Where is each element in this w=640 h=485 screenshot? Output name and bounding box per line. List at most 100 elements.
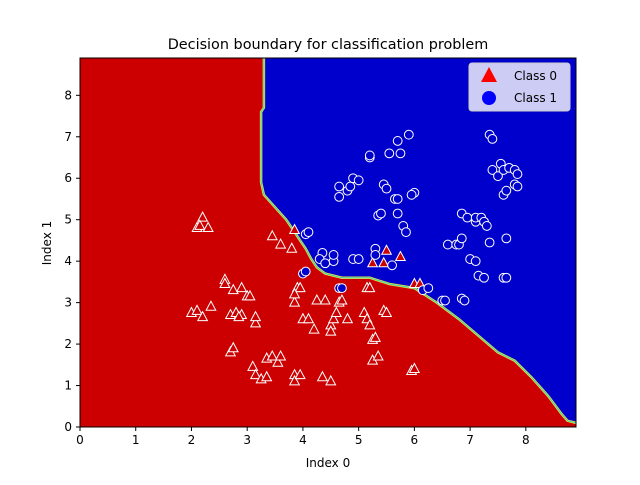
class-0-point [325, 325, 337, 336]
class-1-point [334, 181, 345, 192]
x-axis-label: Index 0 [306, 456, 350, 470]
class-1-point [353, 175, 364, 186]
class-0-point [319, 293, 331, 305]
decision-boundary-inner [260, 58, 577, 424]
legend-marker-class-1 [482, 91, 496, 105]
class-1-point [440, 295, 450, 306]
y-tick-label: 6 [64, 171, 72, 185]
chart-title: Decision boundary for classification pro… [168, 37, 489, 53]
class-0-point [205, 300, 217, 311]
class-1-point [392, 208, 403, 219]
class-1-point [423, 283, 434, 294]
class-0-point [369, 331, 382, 342]
class-0-point [244, 289, 256, 301]
class-1-point [442, 239, 453, 250]
class-1-point [462, 212, 473, 223]
class-0-point [288, 223, 301, 235]
class-1-point [459, 295, 470, 306]
class-0-point [249, 316, 262, 328]
class-1-point [376, 208, 386, 219]
y-axis-label: Index 1 [40, 221, 54, 265]
x-tick-label: 0 [76, 433, 84, 447]
class-0-point [288, 374, 301, 386]
class-1-point [395, 148, 406, 159]
class-0-point [294, 281, 306, 293]
class-0-point [327, 312, 340, 324]
class-0-point [325, 374, 337, 386]
x-tick-label: 1 [132, 433, 140, 447]
class-0-point [196, 211, 209, 222]
y-tick-label: 2 [64, 337, 72, 351]
class-0-point [274, 238, 287, 249]
x-axis-ticks: 0 1 2 3 4 5 6 7 8 [76, 427, 530, 447]
y-axis-ticks: 0 1 2 3 4 5 6 7 8 [64, 88, 80, 434]
class-0-point [266, 229, 278, 241]
class-0-point [272, 356, 284, 367]
x-tick-label: 6 [411, 433, 419, 447]
class-0-point [194, 219, 206, 230]
class-1-point [328, 250, 339, 260]
class-0-point [380, 244, 393, 255]
y-tick-label: 8 [64, 88, 72, 102]
class-1-point [334, 191, 345, 202]
class-0-point [266, 349, 278, 361]
class-0-point [261, 370, 273, 382]
class-1-point [387, 260, 397, 271]
class-1-point [403, 129, 414, 140]
class-0-point [202, 221, 214, 232]
class-0-point [227, 341, 239, 353]
class-0-point [366, 256, 379, 268]
class-1-point [501, 272, 512, 283]
y-tick-label: 3 [64, 296, 72, 310]
x-tick-label: 5 [355, 433, 363, 447]
class-0-point [249, 310, 262, 322]
x-tick-label: 4 [299, 433, 307, 447]
class-0-point [247, 360, 259, 371]
y-tick-label: 0 [64, 420, 72, 434]
class-0-point [286, 242, 298, 253]
class-1-point [479, 272, 489, 283]
class-0-point [235, 281, 248, 293]
y-tick-label: 4 [64, 254, 72, 268]
x-tick-label: 7 [466, 433, 474, 447]
class-0-point [302, 312, 315, 324]
class-0-point [394, 250, 407, 262]
data-points [185, 129, 523, 386]
y-tick-label: 5 [64, 213, 72, 227]
class-0-point [330, 306, 342, 317]
class-1-point [337, 283, 347, 294]
class-1-point [364, 150, 375, 161]
class-1-point [470, 256, 481, 267]
plot-area [79, 57, 577, 428]
legend-marker-class-0 [481, 67, 497, 82]
class-1-point [512, 181, 523, 192]
class-1-point [501, 233, 512, 244]
class-1-point [353, 254, 364, 264]
class-1-point [406, 189, 417, 200]
class-1-point [320, 258, 331, 269]
class-1-point [481, 221, 492, 231]
class-1-point [392, 194, 403, 204]
class-0-point [191, 304, 203, 315]
class-0-point [288, 296, 301, 307]
class-0-point [294, 368, 306, 380]
class-0-point [408, 362, 421, 373]
class-0-point [364, 318, 376, 330]
class-1-point [392, 136, 403, 146]
class-0-point [249, 368, 262, 380]
class-0-point [372, 349, 384, 361]
class-0-point [288, 287, 301, 299]
class-1-point [401, 227, 411, 238]
class-1-point [493, 171, 503, 182]
x-tick-label: 2 [188, 433, 196, 447]
class-1-point [384, 148, 395, 159]
x-tick-label: 8 [522, 433, 530, 447]
class-1-point [487, 165, 498, 175]
legend-label-class-1: Class 1 [514, 91, 557, 105]
class-1-point [345, 181, 356, 192]
class-0-point [336, 293, 348, 305]
class-0-point [274, 349, 287, 361]
y-tick-label: 1 [64, 379, 72, 393]
